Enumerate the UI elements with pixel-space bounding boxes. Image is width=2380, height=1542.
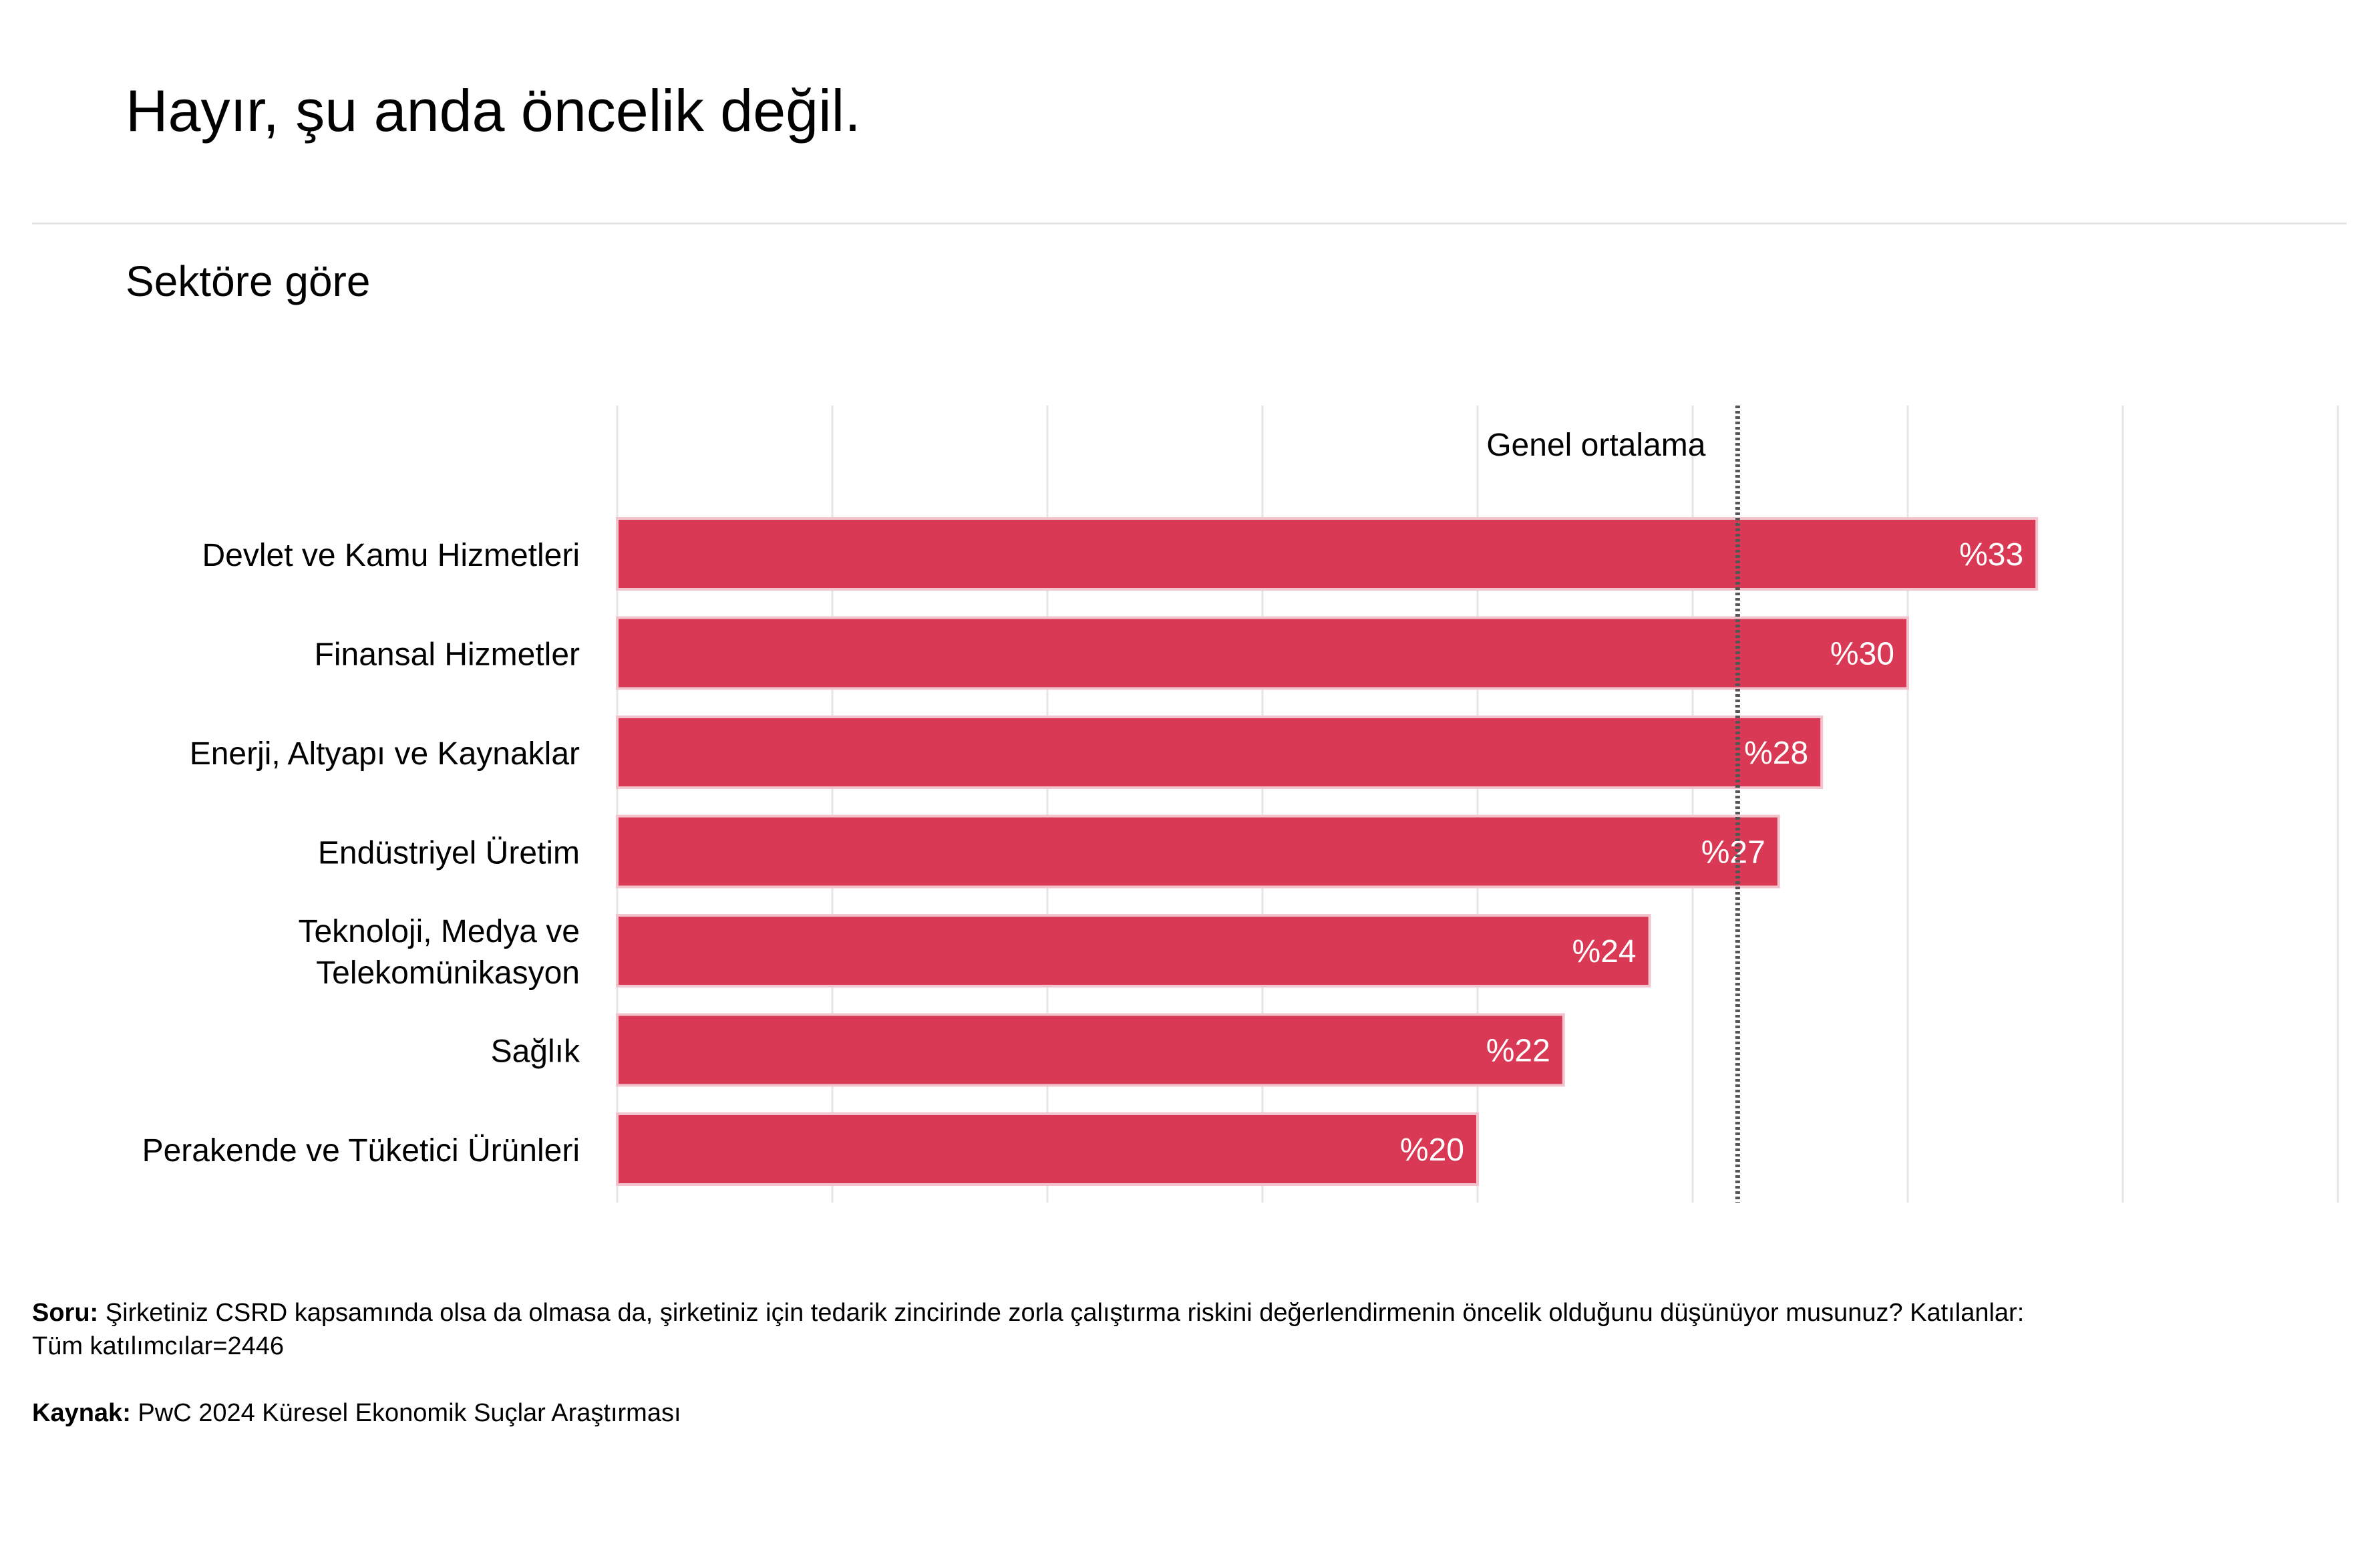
category-label: Teknoloji, Medya ve <box>298 914 580 949</box>
category-label: Enerji, Altyapı ve Kaynaklar <box>190 736 580 772</box>
bar <box>616 716 1824 789</box>
header-divider <box>32 222 2347 224</box>
category-label: Endüstriyel Üretim <box>318 836 580 871</box>
category-label: Telekomünikasyon <box>316 955 580 991</box>
bar-value-label: %24 <box>1572 934 1637 969</box>
chart-subtitle: Sektöre göre <box>126 257 371 305</box>
category-labels: Devlet ve Kamu Hizmetleri Finansal Hizmet… <box>142 538 580 1169</box>
bars: %33 %30 %28 %27 %24 %22 %20 <box>616 517 2039 1186</box>
bar <box>616 517 2039 591</box>
bar <box>616 1112 1479 1186</box>
bar <box>616 814 1780 889</box>
bar-chart: %33 %30 %28 %27 %24 %22 %20 Devlet ve Kamu Hiz… <box>142 406 2339 1203</box>
reference-line-label: Genel ortalama <box>1486 428 1705 463</box>
source-note: Kaynak: PwC 2024 Küresel Ekonomik Suçlar… <box>32 1396 2303 1430</box>
question-text: Şirketiniz CSRD kapsamında olsa da olmas… <box>98 1299 2025 1327</box>
bar-value-label: %27 <box>1701 835 1765 871</box>
category-label: Devlet ve Kamu Hizmetleri <box>202 538 580 573</box>
source-label: Kaynak: <box>32 1399 131 1427</box>
question-note: Soru: Şirketiniz CSRD kapsamında olsa da… <box>32 1296 2303 1363</box>
bar <box>616 616 1909 690</box>
bar-value-label: %22 <box>1486 1034 1550 1069</box>
bar <box>616 1013 1565 1087</box>
bar <box>616 914 1651 987</box>
reference-line-group: Genel ortalama <box>1486 406 1740 1203</box>
question-label: Soru: <box>32 1299 99 1327</box>
category-label: Finansal Hizmetler <box>315 637 580 673</box>
bar-value-label: %28 <box>1744 736 1808 771</box>
respondents-text: Tüm katılımcılar=2446 <box>32 1332 284 1360</box>
source-text: PwC 2024 Küresel Ekonomik Suçlar Araştır… <box>130 1399 681 1427</box>
bar-value-label: %20 <box>1400 1132 1464 1168</box>
category-label: Sağlık <box>491 1034 580 1070</box>
category-label: Perakende ve Tüketici Ürünleri <box>142 1133 580 1169</box>
bar-value-label: %33 <box>1959 537 2023 573</box>
page-title: Hayır, şu anda öncelik değil. <box>126 78 861 144</box>
footnotes: Soru: Şirketiniz CSRD kapsamında olsa da… <box>32 1296 2303 1463</box>
bar-value-label: %30 <box>1830 637 1894 672</box>
